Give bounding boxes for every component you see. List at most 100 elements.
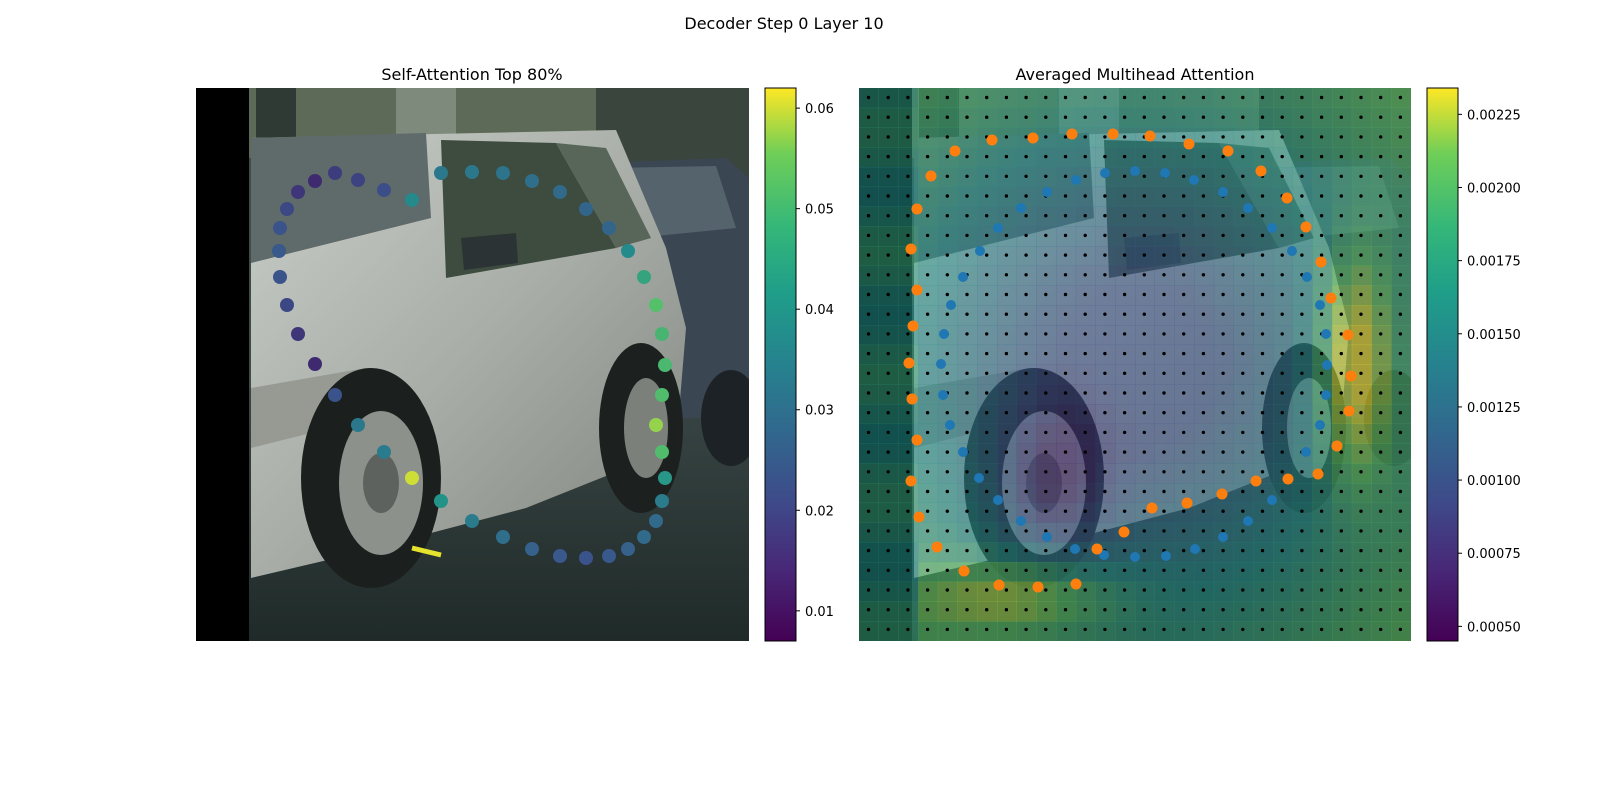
grid-dot: [1103, 154, 1107, 159]
grid-dot: [1083, 489, 1087, 494]
heatmap-cell: [997, 522, 1018, 543]
grid-dot: [1201, 489, 1206, 494]
heatmap-cell: [898, 601, 919, 622]
grid-dot: [906, 470, 910, 474]
grid-dot: [1398, 391, 1403, 395]
colorbar-tick-label: 0.00075: [1467, 547, 1521, 562]
grid-dot: [1260, 214, 1265, 218]
grid-dot: [1201, 115, 1206, 119]
grid-dot: [1260, 627, 1265, 632]
blue-point: [1243, 203, 1253, 213]
heatmap-cell: [937, 522, 958, 543]
heatmap-cell: [1194, 621, 1215, 641]
heatmap-cell: [1371, 562, 1392, 583]
grid-dot: [1398, 509, 1403, 513]
grid-dot: [1044, 411, 1048, 415]
grid-dot: [965, 332, 969, 336]
grid-dot: [1300, 332, 1304, 336]
grid-dot: [866, 233, 871, 238]
grid-dot: [925, 351, 930, 356]
grid-dot: [1280, 273, 1284, 277]
grid-dot: [1182, 135, 1186, 139]
grid-dot: [1319, 233, 1324, 238]
orange-point: [905, 475, 917, 487]
grid-dot: [1024, 430, 1028, 435]
heatmap-cell: [859, 522, 880, 543]
grid-dot: [1260, 371, 1265, 375]
grid-dot: [945, 411, 949, 415]
heatmap-cell: [1075, 522, 1096, 543]
grid-dot: [1122, 214, 1127, 218]
grid-dot: [1300, 489, 1304, 494]
grid-dot: [906, 273, 910, 277]
grid-dot: [1280, 627, 1284, 632]
grid-dot: [1221, 135, 1225, 139]
grid-dot: [1004, 351, 1009, 356]
orange-point: [913, 511, 925, 523]
grid-dot: [1300, 115, 1304, 119]
grid-dot: [1044, 450, 1048, 454]
grid-dot: [1339, 135, 1344, 139]
grid-dot: [1280, 154, 1284, 159]
grid-dot: [1241, 548, 1245, 553]
grid-dot: [1201, 312, 1206, 316]
grid-dot: [1024, 154, 1028, 159]
grid-dot: [1201, 174, 1206, 178]
orange-point: [1144, 130, 1156, 142]
attention-point: [351, 418, 365, 432]
grid-dot: [965, 608, 969, 612]
grid-dot: [1063, 214, 1068, 218]
grid-dot: [1142, 115, 1147, 119]
grid-dot: [1221, 292, 1225, 297]
grid-dot: [985, 154, 989, 159]
grid-dot: [1398, 608, 1403, 612]
grid-dot: [965, 489, 969, 494]
blue-point: [975, 246, 985, 256]
grid-dot: [1162, 489, 1166, 494]
grid-dot: [1359, 312, 1363, 316]
attention-point: [280, 202, 294, 216]
grid-dot: [925, 509, 930, 513]
heatmap-cell: [1253, 542, 1274, 563]
blue-point: [1130, 166, 1140, 176]
grid-dot: [1201, 509, 1206, 513]
grid-dot: [1201, 548, 1206, 553]
grid-dot: [1221, 450, 1225, 454]
grid-dot: [906, 371, 910, 375]
grid-dot: [1201, 253, 1206, 257]
grid-dot: [1083, 371, 1087, 375]
grid-dot: [1024, 115, 1028, 119]
grid-dot: [1162, 115, 1166, 119]
grid-dot: [1241, 253, 1245, 257]
colorbar-tick-label: 0.00050: [1467, 620, 1521, 635]
grid-dot: [1260, 489, 1265, 494]
grid-dot: [1319, 509, 1324, 513]
grid-dot: [866, 627, 871, 632]
grid-dot: [1182, 608, 1186, 612]
heatmap-cell: [1056, 562, 1077, 583]
grid-dot: [1063, 194, 1068, 198]
grid-dot: [945, 273, 949, 277]
grid-dot: [1004, 529, 1009, 533]
grid-dot: [1221, 371, 1225, 375]
heatmap-cell: [997, 542, 1018, 563]
blue-point: [945, 420, 955, 430]
grid-dot: [1300, 351, 1304, 356]
heatmap-cell: [1154, 522, 1175, 543]
grid-dot: [1004, 627, 1009, 632]
grid-dot: [1260, 411, 1265, 415]
heatmap-cell: [1391, 522, 1411, 543]
heatmap-cell: [1115, 562, 1136, 583]
grid-dot: [965, 174, 969, 178]
colorbar-tick-label: 0.03: [805, 404, 834, 419]
grid-dot: [965, 214, 969, 218]
grid-dot: [945, 608, 949, 612]
grid-dot: [985, 351, 989, 356]
heatmap-cell: [1351, 463, 1372, 484]
grid-dot: [1024, 95, 1028, 100]
grid-dot: [1359, 627, 1363, 632]
grid-dot: [1063, 351, 1068, 356]
grid-dot: [1280, 115, 1284, 119]
grid-dot: [1142, 450, 1147, 454]
grid-dot: [1162, 233, 1166, 238]
